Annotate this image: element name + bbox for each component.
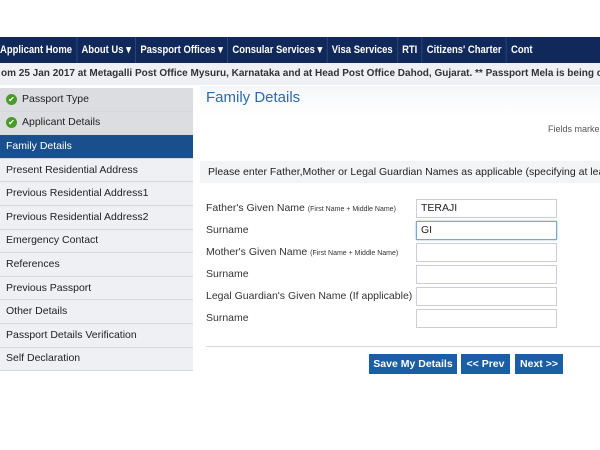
form-row: Father's Given Name (First Name + Middle… — [206, 199, 600, 219]
form-row: Legal Guardian's Given Name (If applicab… — [206, 287, 600, 307]
form-row: Mother's Given Name (First Name + Middle… — [206, 243, 600, 263]
name-input-value: GI — [421, 224, 433, 236]
field-label: Surname — [206, 312, 249, 324]
sidebar-item-label: Applicant Details — [22, 116, 101, 129]
sidebar-item[interactable]: Previous Residential Address2 — [0, 205, 193, 230]
sidebar-item-label: Family Details — [6, 139, 72, 152]
name-input[interactable]: GI — [416, 221, 557, 240]
nav-citizens-charter[interactable]: Citizens' Charter — [422, 37, 507, 63]
sidebar-item[interactable]: ✔ Applicant Details — [0, 111, 193, 136]
save-my-details-button[interactable]: Save My Details — [369, 354, 457, 374]
sidebar-item[interactable]: Other Details — [0, 300, 193, 324]
field-label: Surname — [206, 268, 249, 280]
nav-visa-services[interactable]: Visa Services — [327, 37, 398, 63]
sidebar-item-label: Passport Details Verification — [6, 328, 137, 341]
sidebar-item[interactable]: Previous Passport — [0, 276, 193, 301]
field-label: Surname — [206, 224, 249, 236]
name-input-value: TERAJI — [421, 202, 458, 214]
field-hint: (First Name + Middle Name) — [307, 206, 396, 213]
sidebar-item[interactable]: Emergency Contact — [0, 229, 193, 254]
next-button[interactable]: Next >> — [515, 354, 563, 374]
header-background — [200, 86, 600, 116]
field-label: Mother's Given Name (First Name + Middle… — [206, 246, 398, 258]
sidebar-item[interactable]: Self Declaration — [0, 347, 193, 372]
sidebar-item-label: Previous Residential Address2 — [6, 210, 149, 223]
sidebar-item[interactable]: Present Residential Address — [0, 158, 193, 183]
form-row: Surname GI — [206, 221, 600, 241]
name-input[interactable] — [416, 287, 557, 306]
name-input[interactable] — [416, 265, 557, 284]
sidebar-item-label: Passport Type — [22, 92, 89, 105]
field-label-text: Legal Guardian's Given Name (If applicab… — [206, 290, 413, 302]
sidebar-item-label: References — [6, 257, 60, 270]
sidebar-item-label: Other Details — [6, 305, 68, 318]
field-label-text: Surname — [206, 312, 249, 324]
instruction-text: Please enter Father,Mother or Legal Guar… — [200, 161, 600, 183]
nav-applicant-home[interactable]: Applicant Home — [0, 37, 78, 63]
field-label: Father's Given Name (First Name + Middle… — [206, 202, 396, 214]
sidebar-item[interactable]: ✔ Passport Type — [0, 88, 193, 112]
divider — [206, 346, 600, 347]
top-nav: Applicant Home About Us ▾ Passport Offic… — [0, 37, 600, 63]
field-label-text: Mother's Given Name — [206, 246, 308, 258]
nav-contact[interactable]: Cont — [511, 44, 533, 56]
sidebar-item-label: Self Declaration — [6, 352, 81, 365]
form-row: Surname — [206, 309, 600, 329]
field-label-text: Surname — [206, 268, 249, 280]
name-input[interactable]: TERAJI — [416, 199, 557, 218]
sidebar-item[interactable]: Family Details — [0, 135, 193, 159]
name-input[interactable] — [416, 243, 557, 262]
page-title: Family Details — [206, 89, 301, 106]
prev-button[interactable]: << Prev — [461, 354, 510, 374]
news-ticker: om 25 Jan 2017 at Metagalli Post Office … — [0, 63, 600, 85]
check-icon: ✔ — [6, 117, 17, 129]
field-label: Legal Guardian's Given Name (If applicab… — [206, 290, 412, 302]
sidebar-item-label: Previous Residential Address1 — [6, 187, 149, 200]
nav-passport-offices[interactable]: Passport Offices ▾ — [136, 37, 229, 63]
field-label-text: Surname — [206, 224, 249, 236]
nav-rti[interactable]: RTI — [398, 37, 423, 63]
name-input[interactable] — [416, 309, 557, 328]
sidebar-item[interactable]: References — [0, 253, 193, 277]
sidebar-item[interactable]: Passport Details Verification — [0, 323, 193, 348]
sidebar-item-label: Previous Passport — [6, 281, 92, 294]
field-hint: (First Name + Middle Name) — [310, 250, 399, 257]
nav-about-us[interactable]: About Us ▾ — [77, 37, 137, 63]
nav-consular-services[interactable]: Consular Services ▾ — [228, 37, 328, 63]
field-label-text: Father's Given Name — [206, 202, 305, 214]
top-nav-items: Applicant Home About Us ▾ Passport Offic… — [0, 37, 533, 63]
sidebar-item-label: Emergency Contact — [6, 234, 99, 247]
check-icon: ✔ — [6, 93, 17, 105]
form-row: Surname — [206, 265, 600, 285]
fields-marked-note: Fields marke — [548, 124, 600, 134]
sidebar-item-label: Present Residential Address — [6, 163, 138, 176]
sidebar-item[interactable]: Previous Residential Address1 — [0, 182, 193, 206]
sidebar: ✔ Passport Type ✔ Applicant Details Family D… — [0, 88, 193, 372]
